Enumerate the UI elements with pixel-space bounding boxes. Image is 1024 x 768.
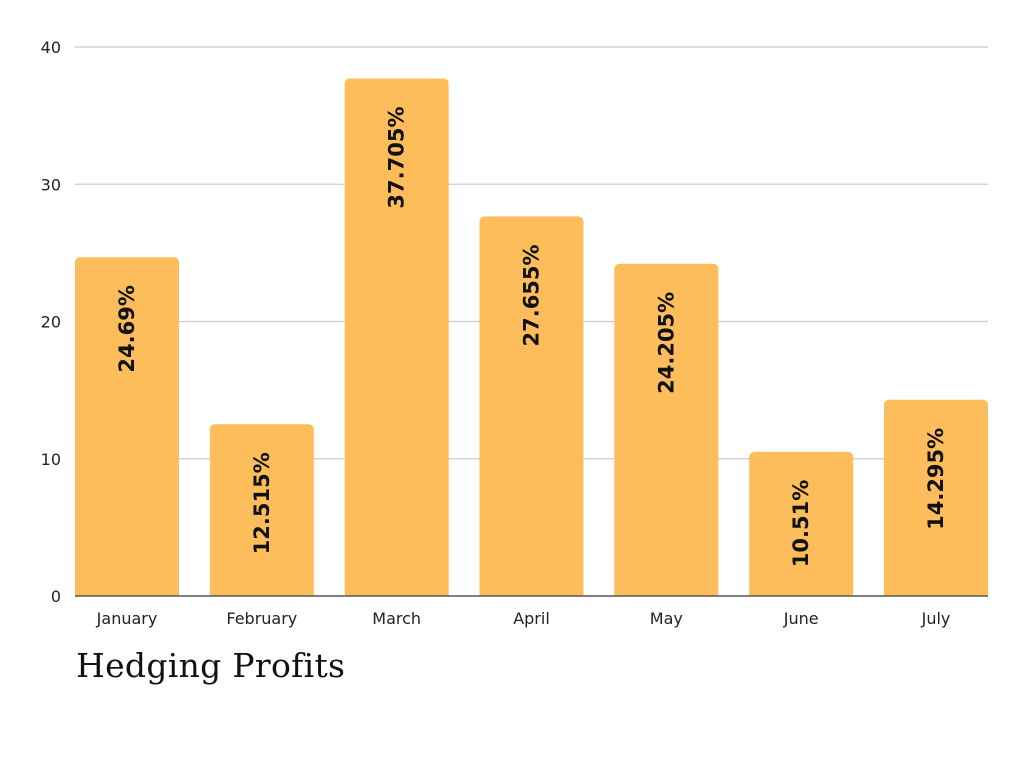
data-label: 37.705% — [385, 106, 409, 208]
data-label: 14.295% — [924, 428, 948, 530]
data-label: 24.205% — [654, 292, 678, 394]
x-tick-label: July — [921, 609, 951, 628]
chart-title: Hedging Profits — [76, 646, 346, 685]
bars: 24.69% 12.515% 37.705% 27.655% 24.205% 10.51%… — [75, 78, 988, 596]
x-tick-label: February — [226, 609, 297, 628]
bar-july — [884, 399, 988, 596]
y-tick-label: 20 — [41, 313, 61, 332]
y-tick-label: 30 — [41, 175, 61, 194]
data-label: 10.51% — [789, 480, 813, 567]
data-label: 24.69% — [115, 285, 139, 372]
y-axis-tick-labels: 0 10 20 30 40 — [41, 38, 61, 606]
y-tick-label: 0 — [51, 587, 61, 606]
data-label: 12.515% — [250, 452, 274, 554]
bar-june — [749, 451, 854, 596]
x-tick-label: March — [372, 609, 421, 628]
x-tick-label: January — [96, 609, 158, 628]
x-tick-label: April — [513, 609, 550, 628]
x-tick-label: June — [783, 609, 819, 628]
y-tick-label: 40 — [41, 38, 61, 57]
y-tick-label: 10 — [41, 450, 61, 469]
data-label: 27.655% — [520, 244, 544, 346]
x-axis-tick-labels: January February March April May June July — [96, 609, 951, 628]
bar-march — [344, 78, 449, 596]
bar-april — [479, 216, 584, 596]
x-tick-label: May — [650, 609, 683, 628]
bar-february — [209, 424, 314, 596]
bar-may — [614, 263, 719, 596]
bar-january — [75, 257, 179, 596]
